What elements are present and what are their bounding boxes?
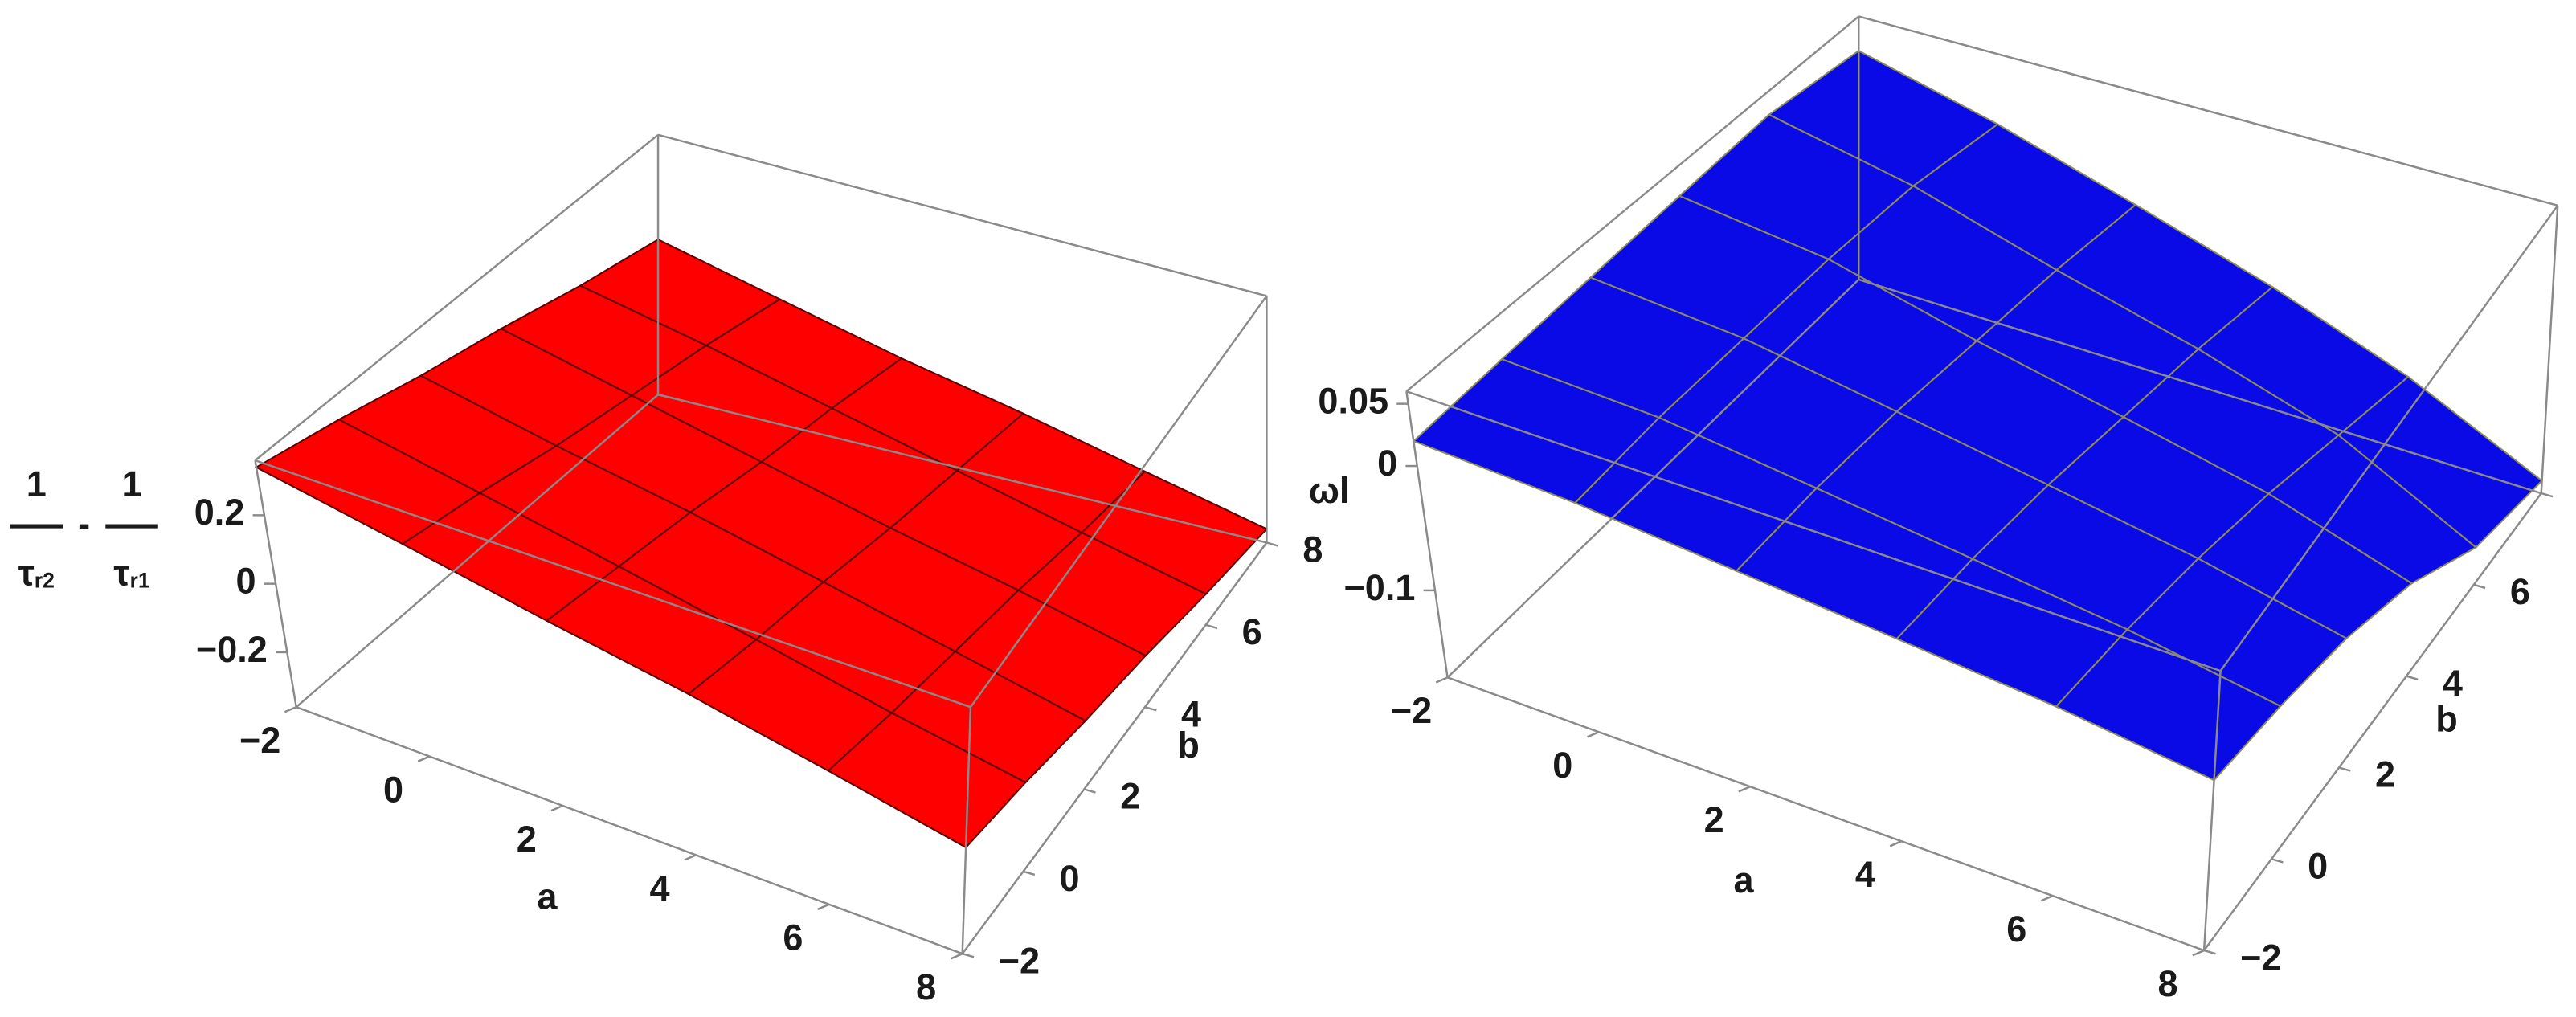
y-tick-label: −2 bbox=[2240, 937, 2281, 978]
x-tick-label: 6 bbox=[2006, 909, 2026, 950]
x-axis-label: a bbox=[1733, 860, 1754, 901]
z-label-symbol: τ bbox=[113, 552, 129, 593]
box-edge bbox=[2219, 205, 2559, 672]
y-tick-label: 0 bbox=[1059, 858, 1079, 899]
z-tick-label: −0.2 bbox=[196, 629, 268, 670]
y-tick bbox=[2406, 675, 2419, 680]
x-tick-label: 8 bbox=[2158, 963, 2178, 1004]
y-tick-label: 2 bbox=[1120, 776, 1140, 817]
x-tick bbox=[684, 854, 697, 861]
y-tick-label: 8 bbox=[1302, 529, 1323, 570]
box-edge bbox=[295, 394, 659, 709]
z-axis-label: ωl bbox=[1309, 470, 1350, 511]
box-edge bbox=[1858, 15, 2558, 207]
y-tick-label: 4 bbox=[2443, 663, 2463, 704]
y-tick bbox=[2203, 949, 2216, 955]
x-tick-label: 4 bbox=[650, 868, 670, 909]
z-label-symbol: τ bbox=[18, 552, 35, 593]
x-tick bbox=[1587, 731, 1600, 738]
z-tick-label: 0 bbox=[1377, 443, 1397, 484]
box-edge bbox=[657, 133, 1267, 297]
z-label-subscript: r2 bbox=[35, 569, 55, 593]
x-tick bbox=[1889, 840, 1902, 848]
x-tick bbox=[950, 953, 963, 960]
box-edge bbox=[1446, 279, 1860, 679]
x-tick bbox=[284, 706, 297, 713]
x-tick-label: 8 bbox=[916, 966, 936, 1007]
x-tick bbox=[2040, 895, 2054, 902]
box-edge bbox=[1405, 390, 1449, 678]
y-tick bbox=[962, 953, 975, 958]
y-axis-label: b bbox=[1177, 725, 1200, 766]
surface-patch bbox=[2055, 628, 2282, 782]
box-edge bbox=[961, 541, 1268, 954]
y-tick-label: 4 bbox=[1181, 693, 1201, 734]
x-tick-label: 6 bbox=[783, 917, 803, 958]
box-edge bbox=[1405, 15, 1860, 393]
x-tick-label: 0 bbox=[1552, 745, 1572, 786]
box-edge bbox=[1447, 676, 2205, 952]
y-tick bbox=[2338, 766, 2351, 772]
x-tick-label: −2 bbox=[1391, 690, 1432, 731]
z-tick-label: 0.2 bbox=[194, 492, 245, 533]
box-edge bbox=[2540, 205, 2559, 494]
z-label-subscript: r1 bbox=[130, 569, 150, 593]
y-tick-label: −2 bbox=[999, 940, 1040, 981]
z-tick-label: 0 bbox=[236, 561, 256, 602]
y-tick bbox=[1144, 705, 1157, 712]
z-label-numerator: 1 bbox=[27, 464, 47, 504]
x-tick-label: −2 bbox=[239, 720, 280, 761]
surface-patch bbox=[827, 712, 1028, 849]
x-tick bbox=[1738, 786, 1751, 793]
box-edge bbox=[2202, 671, 2222, 951]
box-edge bbox=[1858, 278, 2542, 495]
box-edge bbox=[961, 707, 972, 954]
box-edge bbox=[296, 706, 963, 955]
y-tick bbox=[1083, 788, 1096, 794]
y-tick bbox=[1266, 541, 1279, 547]
box-edge bbox=[2203, 492, 2542, 951]
x-tick-label: 2 bbox=[1704, 799, 1724, 840]
box-edge bbox=[969, 295, 1268, 708]
x-tick bbox=[550, 804, 563, 812]
x-tick bbox=[417, 755, 431, 762]
y-tick-label: 0 bbox=[2308, 845, 2328, 886]
box-edge bbox=[255, 459, 971, 709]
x-tick-label: 4 bbox=[1855, 854, 1875, 895]
z-tick-label: 0.05 bbox=[1318, 381, 1388, 422]
y-tick bbox=[1205, 623, 1218, 630]
z-label-operator: - bbox=[78, 503, 90, 544]
y-tick-label: 2 bbox=[2375, 754, 2395, 795]
z-tick-label: −0.1 bbox=[1344, 567, 1416, 608]
y-tick bbox=[1023, 870, 1036, 876]
z-label-denominator: τr2 bbox=[18, 552, 55, 593]
x-axis-label: a bbox=[537, 876, 558, 917]
y-tick-label: 6 bbox=[2510, 571, 2530, 612]
z-label-numerator: 1 bbox=[122, 464, 142, 504]
y-tick bbox=[2271, 858, 2284, 864]
x-tick-label: 2 bbox=[517, 819, 537, 860]
z-label-denominator: τr1 bbox=[113, 552, 149, 593]
y-tick bbox=[2541, 492, 2554, 498]
x-tick bbox=[817, 903, 830, 911]
y-axis-label: b bbox=[2435, 698, 2458, 739]
x-tick bbox=[1435, 676, 1449, 684]
box-edge bbox=[254, 133, 659, 462]
x-tick bbox=[2192, 949, 2205, 957]
box-edge bbox=[1405, 390, 2221, 672]
x-tick-label: 0 bbox=[383, 769, 403, 810]
y-tick-label: 6 bbox=[1242, 611, 1262, 652]
y-tick bbox=[2473, 583, 2486, 590]
box-edge bbox=[657, 394, 1267, 544]
